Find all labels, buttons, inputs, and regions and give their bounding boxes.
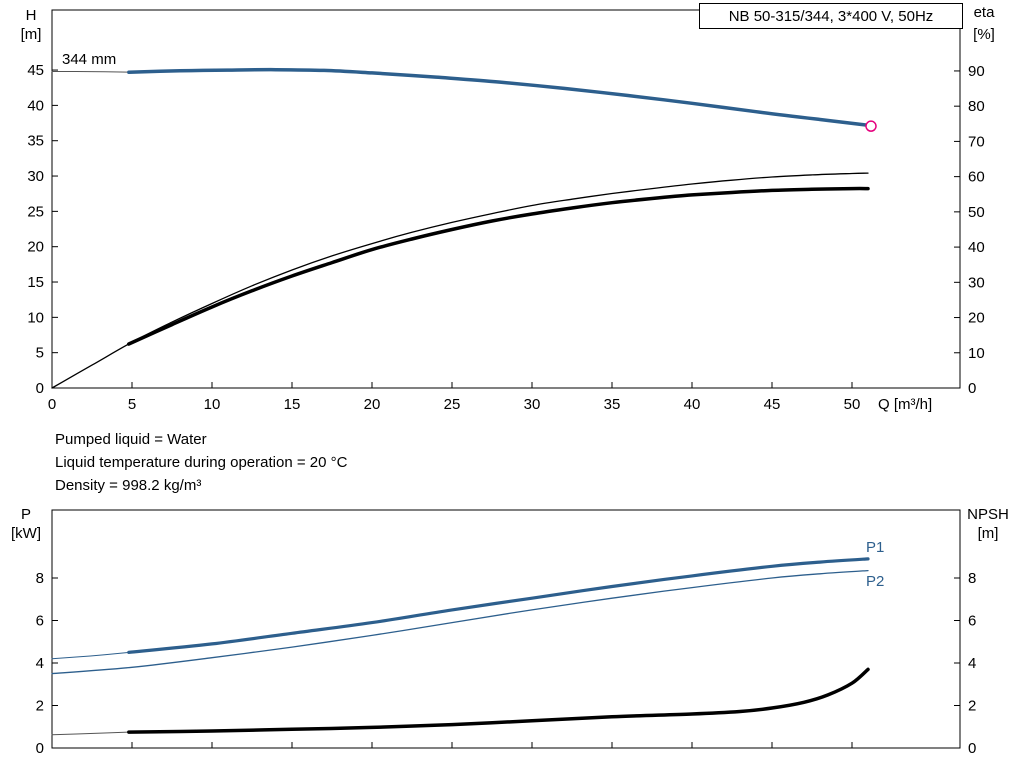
efficiency-curve-hydraulic-curve [51,172,869,389]
left-tick-label: 6 [36,613,44,630]
right-tick-label: 90 [968,63,985,80]
right-tick-label: 4 [968,655,976,672]
pump-model-title: NB 50-315/344, 3*400 V, 50Hz [728,7,934,25]
x-tick-label: 10 [204,396,221,413]
npsh-curve-lead-curve [51,731,130,736]
x-tick-label: 35 [604,396,621,413]
left-tick-label: 25 [27,203,44,220]
left-tick-label: 10 [27,309,44,326]
x-tick-label: 0 [48,396,56,413]
qh-efficiency-chart-right_axis-header-line: eta [974,4,996,21]
left-tick-label: 0 [36,740,44,757]
x-tick-label: 15 [284,396,301,413]
x-tick-label: 40 [684,396,701,413]
x-tick-label: 50 [844,396,861,413]
qh-efficiency-chart-frame [51,9,961,389]
density-line: Density = 998.2 kg/m³ [55,477,202,494]
p2-power-curve-curve [51,569,869,675]
right-tick-label: 80 [968,98,985,115]
p2-label: P2 [866,573,884,590]
p1-curve-lead-curve [51,651,130,660]
left-tick-label: 20 [27,239,44,256]
duty-point-marker [865,120,877,132]
impeller-diameter-label: 344 mm [62,51,116,68]
x-tick-label: 5 [128,396,136,413]
power-npsh-chart-left_axis-header-line: [kW] [11,525,41,542]
x-tick-label: 20 [364,396,381,413]
x-tick-label: 45 [764,396,781,413]
x-tick-label: 30 [524,396,541,413]
left-tick-label: 5 [36,345,44,362]
right-tick-label: 20 [968,310,985,327]
x-tick-label: 25 [444,396,461,413]
left-tick-label: 30 [27,168,44,185]
npsh-curve-curve [127,667,870,734]
liquid-temperature-line: Liquid temperature during operation = 20… [55,454,348,471]
liquid-info-block: Pumped liquid = Water Liquid temperature… [55,428,347,497]
left-tick-label: 8 [36,570,44,587]
power-npsh-chart-frame [51,509,961,749]
efficiency-curve-pump-curve [127,186,870,346]
x-axis-unit-label: Q [m³/h] [878,396,932,413]
power-npsh-chart-left_axis-header-line: P [21,506,31,523]
p1-label: P1 [866,539,884,556]
head-curve-curve [127,67,870,127]
qh-efficiency-chart: 0 5 10 15 20 25 30 35 40 45 0 10 20 30 40 50 60 70 80 90 0 5 1… [21,4,996,413]
right-tick-label: 0 [968,380,976,397]
left-tick-label: 45 [27,62,44,79]
qh-efficiency-chart-left_axis-header-line: [m] [21,26,42,43]
power-npsh-chart: 0 2 4 6 8 0 2 4 6 8 P [kW] NPSH [m] P1 P2 [11,506,1009,757]
power-npsh-chart-right_axis-header-line: NPSH [967,506,1009,523]
power-npsh-chart-right_axis-header-line: [m] [978,525,999,542]
head-curve-lead-curve [51,71,130,73]
left-tick-label: 40 [27,97,44,114]
left-tick-label: 35 [27,133,44,150]
left-tick-label: 4 [36,655,44,672]
right-tick-label: 8 [968,570,976,587]
right-tick-label: 2 [968,698,976,715]
power-npsh-chart-axes: 0 2 4 6 8 0 2 4 6 8 P [kW] NPSH [m] [11,506,1009,757]
left-tick-label: 2 [36,698,44,715]
right-tick-label: 10 [968,345,985,362]
right-tick-label: 70 [968,133,985,150]
qh-efficiency-chart-left_axis-header-line: H [26,7,37,24]
left-tick-label: 0 [36,380,44,397]
right-tick-label: 60 [968,169,985,186]
right-tick-label: 40 [968,239,985,256]
left-tick-label: 15 [27,274,44,291]
qh-efficiency-chart-axes: 0 5 10 15 20 25 30 35 40 45 0 10 20 30 40 50 60 70 80 90 0 5 1… [21,4,996,413]
pump-model-title-box: NB 50-315/344, 3*400 V, 50Hz [699,3,963,29]
right-tick-label: 50 [968,204,985,221]
qh-efficiency-chart-right_axis-header-line: [%] [973,26,995,43]
right-tick-label: 0 [968,740,976,757]
p1-power-curve-curve [127,557,870,654]
right-tick-label: 6 [968,613,976,630]
right-tick-label: 30 [968,274,985,291]
pumped-liquid-line: Pumped liquid = Water [55,431,207,448]
